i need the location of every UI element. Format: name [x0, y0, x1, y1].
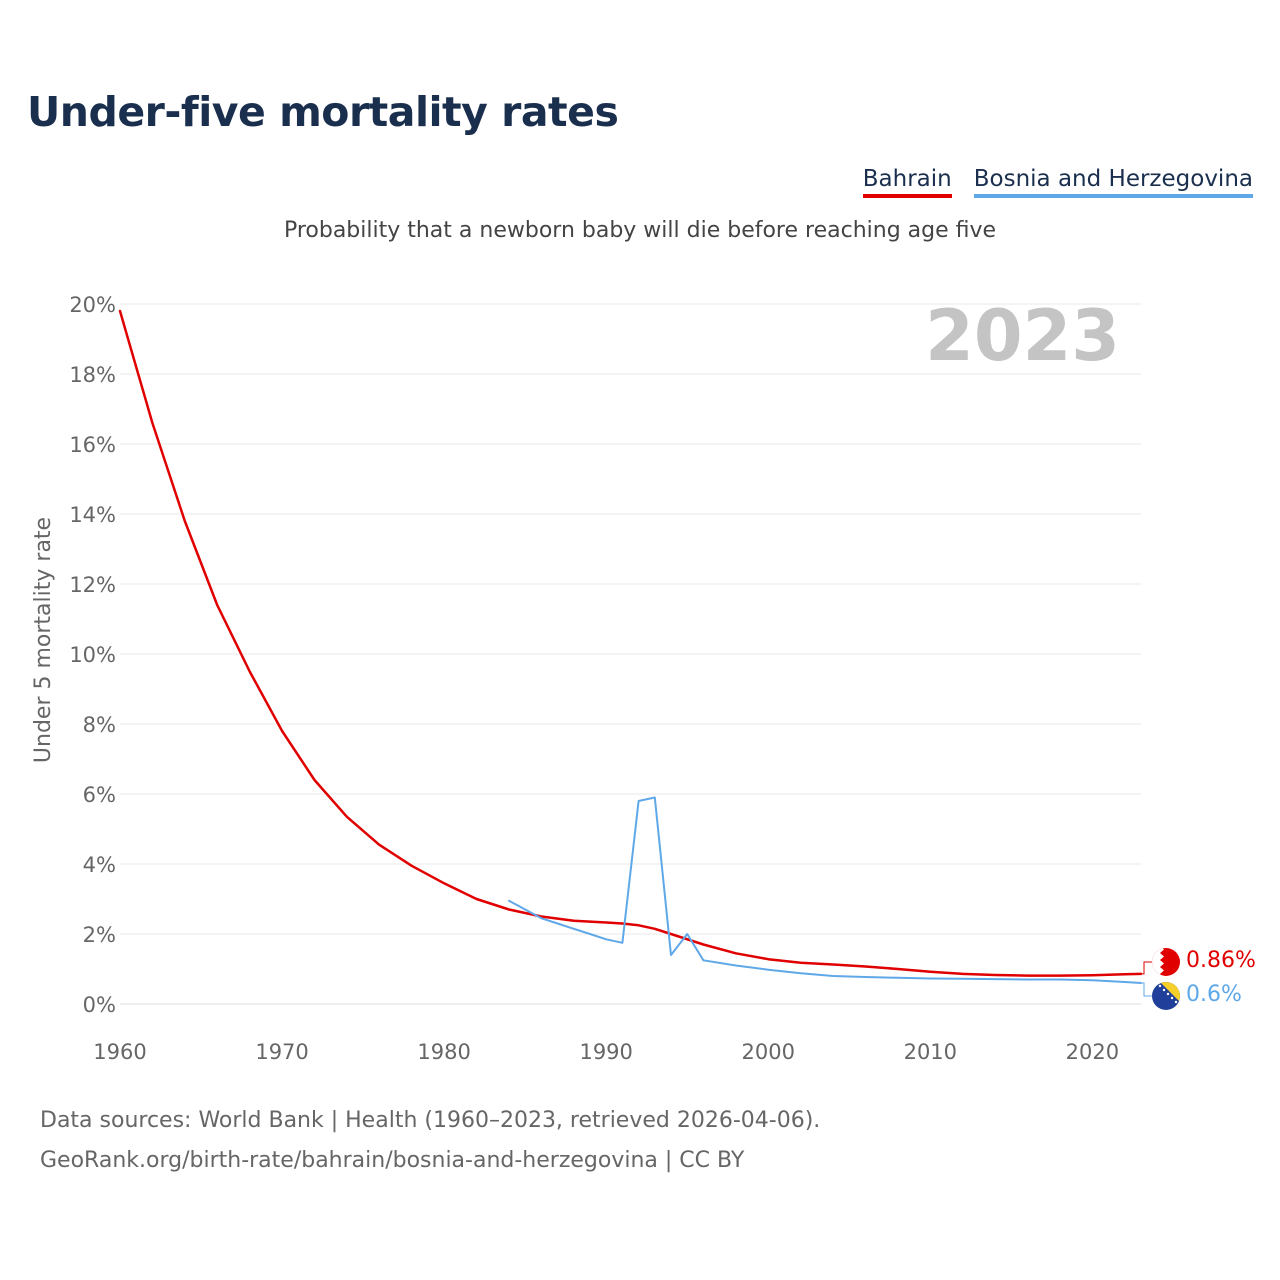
y-tick-label: 0%: [83, 993, 116, 1017]
series-line-bosnia-and-herzegovina[interactable]: [508, 796, 1142, 984]
end-connector: [1141, 982, 1152, 997]
chart-title: Under-five mortality rates: [27, 88, 619, 136]
x-axis: 1960 1970 1980 1990 2000 2010 2020: [93, 1040, 1119, 1064]
x-tick-label: 1990: [579, 1040, 632, 1064]
x-tick-label: 1970: [255, 1040, 308, 1064]
bosnia-end-label: 0.6%: [1186, 982, 1242, 1007]
y-tick-label: 8%: [83, 713, 116, 737]
y-axis: 0% 2% 4% 6% 8% 10% 12% 14% 16% 18% 20%: [69, 293, 116, 1017]
footer-sources: Data sources: World Bank | Health (1960–…: [40, 1108, 821, 1133]
y-tick-label: 6%: [83, 783, 116, 807]
legend-item-bahrain[interactable]: Bahrain: [862, 166, 952, 198]
y-tick-label: 14%: [69, 503, 116, 527]
x-tick-label: 1980: [417, 1040, 470, 1064]
x-tick-label: 2010: [904, 1040, 957, 1064]
y-tick-label: 10%: [69, 643, 116, 667]
legend: Bahrain Bosnia and Herzegovina: [862, 166, 1253, 198]
line-chart: 2023 0%2%4%6%8%10%12%14%16%18%20% 1960 19…: [31, 293, 1256, 1064]
bahrain-flag-icon: [1152, 948, 1180, 976]
y-tick-label: 2%: [83, 923, 116, 947]
bahrain-end-label: 0.86%: [1186, 948, 1256, 973]
x-tick-label: 1960: [93, 1040, 146, 1064]
y-tick-label: 12%: [69, 573, 116, 597]
y-tick-label: 18%: [69, 363, 116, 387]
chart-subtitle: Probability that a newborn baby will die…: [283, 218, 997, 243]
legend-item-bosnia[interactable]: Bosnia and Herzegovina: [973, 166, 1253, 198]
y-axis-label: Under 5 mortality rate: [31, 517, 56, 763]
end-connector: [1141, 961, 1152, 975]
grid: [120, 303, 1141, 1005]
series: [118, 309, 1152, 997]
x-tick-label: 2020: [1066, 1040, 1119, 1064]
x-tick-label: 2000: [742, 1040, 795, 1064]
year-watermark: 2023: [925, 295, 1120, 377]
series-line-bahrain[interactable]: [118, 309, 1143, 977]
bosnia-flag-icon: [1152, 982, 1180, 1010]
y-tick-label: 16%: [69, 433, 116, 457]
footer-link[interactable]: GeoRank.org/birth-rate/bahrain/bosnia-an…: [40, 1148, 745, 1173]
y-tick-label: 20%: [69, 293, 116, 317]
y-tick-label: 4%: [83, 853, 116, 877]
